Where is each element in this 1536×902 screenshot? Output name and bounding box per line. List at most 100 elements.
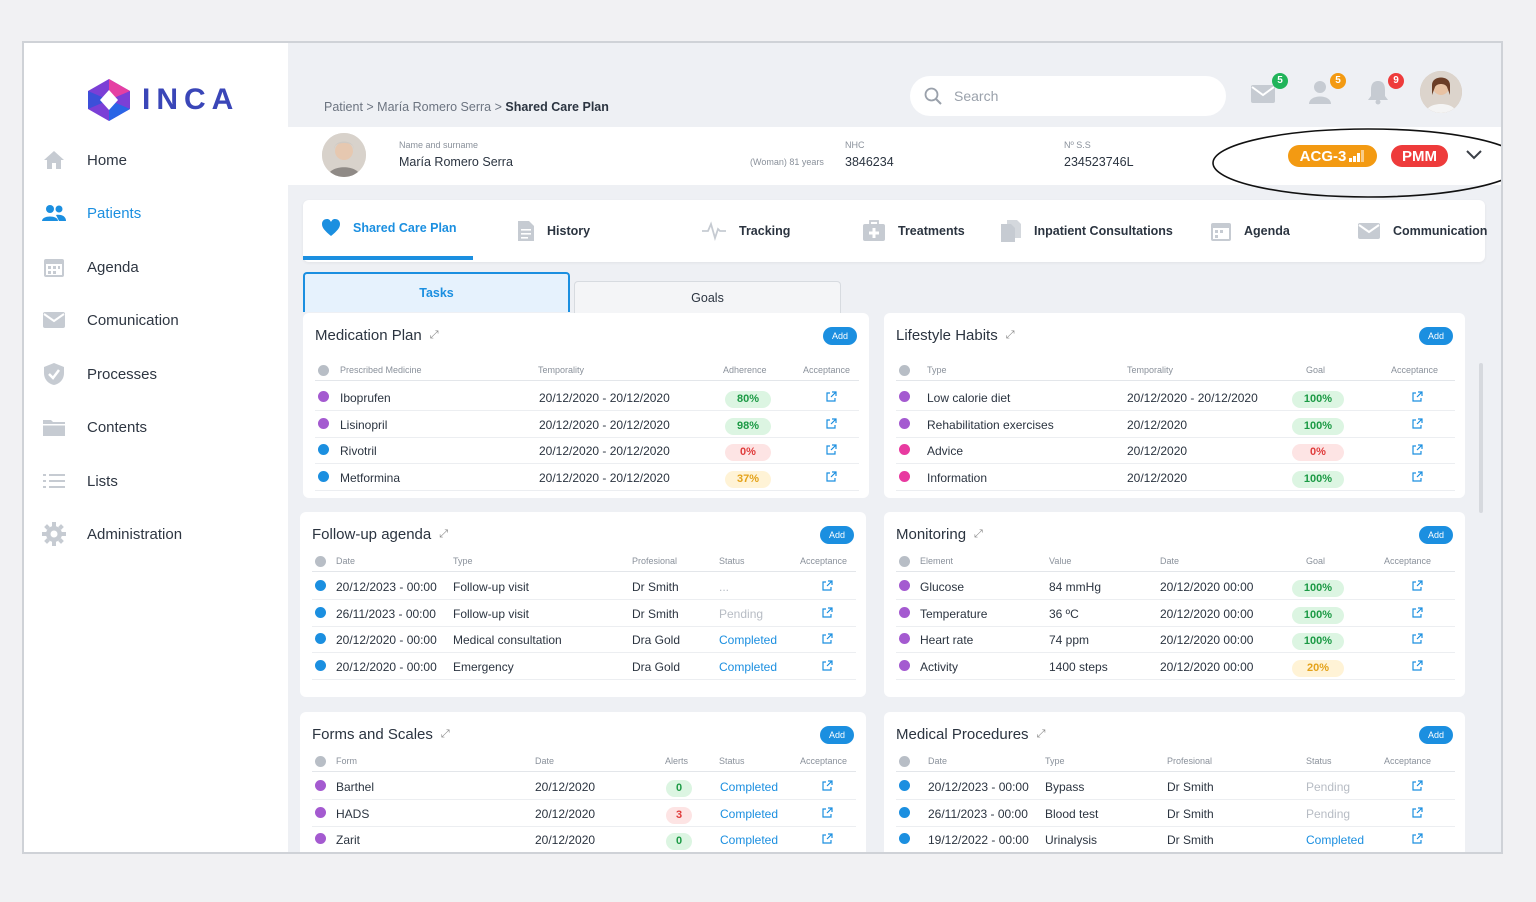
table-row: Lisinopril 20/12/2020 - 20/12/2020 98%	[315, 411, 859, 438]
home-icon	[40, 148, 68, 172]
add-button[interactable]: Add	[1419, 327, 1453, 345]
expand-icon[interactable]: ⤢	[429, 329, 439, 341]
open-external-icon[interactable]	[1411, 418, 1423, 430]
name-label: Name and surname	[399, 140, 479, 150]
goal-pill: 100%	[1292, 633, 1344, 651]
medkit-icon	[863, 220, 885, 241]
goal-pill: 100%	[1292, 606, 1344, 624]
patient-avatar	[322, 133, 366, 177]
column-header: Goal	[1306, 365, 1326, 375]
table-row: Rehabilitation exercises 20/12/2020 100%	[896, 411, 1455, 438]
open-external-icon[interactable]	[1411, 607, 1423, 619]
open-external-icon[interactable]	[821, 580, 833, 592]
open-external-icon[interactable]	[1411, 633, 1423, 645]
nhc-label: NHC	[845, 140, 865, 150]
sidebar-item-agenda[interactable]: Agenda	[40, 252, 139, 282]
sidebar-item-lists[interactable]: Lists	[40, 466, 118, 496]
status-text: ...	[719, 580, 730, 594]
habit-type: Rehabilitation exercises	[927, 417, 1054, 432]
add-button[interactable]: Add	[1419, 726, 1453, 744]
subtab-label: Goals	[691, 290, 724, 305]
breadcrumb-patient[interactable]: Patient	[324, 100, 363, 114]
tab-agenda[interactable]: Agenda	[1210, 200, 1290, 262]
tab-shared-care-plan[interactable]: Shared Care Plan	[303, 200, 473, 260]
tab-treatments[interactable]: Treatments	[862, 200, 965, 262]
sidebar-item-label: Home	[87, 151, 128, 169]
open-external-icon[interactable]	[825, 444, 837, 456]
pmm-chip[interactable]: PMM	[1391, 145, 1448, 167]
sidebar-item-home[interactable]: Home	[40, 145, 127, 175]
sidebar-item-contents[interactable]: Contents	[40, 412, 147, 442]
messages-button[interactable]: 5	[1250, 73, 1288, 109]
open-external-icon[interactable]	[821, 833, 833, 845]
open-external-icon[interactable]	[825, 471, 837, 483]
medicine-name: Lisinopril	[340, 417, 388, 432]
user-avatar[interactable]	[1420, 71, 1462, 113]
goal-pill: 0%	[1292, 444, 1344, 462]
sidebar-item-patients[interactable]: Patients	[40, 198, 141, 228]
expand-icon[interactable]: ⤢	[1036, 728, 1046, 740]
open-external-icon[interactable]	[825, 391, 837, 403]
tab-tracking[interactable]: Tracking	[701, 200, 790, 262]
open-external-icon[interactable]	[1411, 471, 1423, 483]
pmm-label: PMM	[1402, 147, 1437, 165]
patient-meta: (Woman) 81 years	[750, 157, 824, 167]
breadcrumb-patient-name[interactable]: María Romero Serra	[377, 100, 492, 114]
column-header: Adherence	[723, 365, 767, 375]
add-button[interactable]: Add	[1419, 526, 1453, 544]
open-external-icon[interactable]	[1411, 580, 1423, 592]
open-external-icon[interactable]	[821, 633, 833, 645]
sidebar-item-comunication[interactable]: Comunication	[40, 305, 179, 335]
tab-inpatient-consultations[interactable]: Inpatient Consultations	[1000, 200, 1173, 262]
open-external-icon[interactable]	[1411, 444, 1423, 456]
open-external-icon[interactable]	[821, 660, 833, 672]
sidebar-item-processes[interactable]: Processes	[40, 359, 157, 389]
open-external-icon[interactable]	[1411, 833, 1423, 845]
category-dot	[315, 580, 326, 591]
expand-icon[interactable]: ⤢	[439, 528, 449, 540]
add-button[interactable]: Add	[820, 526, 854, 544]
monitoring-title: Monitoring	[896, 526, 967, 543]
expand-icon[interactable]: ⤢	[1005, 329, 1015, 341]
messages-badge: 5	[1272, 73, 1288, 89]
inca-logo[interactable]: INCA	[84, 77, 239, 123]
table-row: Information 20/12/2020 100%	[896, 464, 1455, 492]
open-external-icon[interactable]	[825, 418, 837, 430]
acg-chip[interactable]: ACG-3	[1288, 145, 1377, 167]
procedure-date: 26/11/2023 - 00:00	[928, 806, 1028, 821]
tab-history[interactable]: History	[517, 200, 590, 262]
forms-and-scales-title: Forms and Scales	[312, 726, 433, 743]
acg-label: ACG-3	[1299, 147, 1347, 165]
subtab-tasks[interactable]: Tasks	[303, 272, 570, 312]
open-external-icon[interactable]	[821, 607, 833, 619]
sidebar-item-administration[interactable]: Administration	[40, 519, 182, 549]
open-external-icon[interactable]	[1411, 807, 1423, 819]
medicine-name: Metformina	[340, 471, 401, 486]
category-dot	[899, 633, 910, 645]
tab-communication[interactable]: Communication	[1357, 200, 1487, 262]
table-row: 26/11/2023 - 00:00 Follow-up visit Dr Smit…	[312, 600, 856, 627]
open-external-icon[interactable]	[1411, 391, 1423, 403]
add-button[interactable]: Add	[823, 327, 857, 345]
table-row: Rivotril 20/12/2020 - 20/12/2020 0%	[315, 437, 859, 465]
alerts-button[interactable]: 9	[1366, 73, 1404, 109]
status-text: Pending	[719, 606, 764, 621]
expand-icon[interactable]: ⤢	[440, 728, 450, 740]
subtab-goals[interactable]: Goals	[574, 281, 841, 313]
open-external-icon[interactable]	[821, 780, 833, 792]
expand-icon[interactable]: ⤢	[974, 528, 983, 540]
table-row: 19/12/2022 - 00:00 Urinalysis Dr Smith Comp…	[896, 826, 1455, 852]
form-name: Zarit	[336, 833, 360, 848]
open-external-icon[interactable]	[1411, 660, 1423, 672]
chevron-down-icon[interactable]	[1465, 149, 1483, 161]
table-row: Advice 20/12/2020 0%	[896, 437, 1455, 465]
add-button[interactable]: Add	[820, 726, 854, 744]
form-date: 20/12/2020	[535, 806, 596, 821]
users-button[interactable]: 5	[1308, 73, 1346, 109]
scrollbar[interactable]	[1479, 363, 1483, 513]
open-external-icon[interactable]	[1411, 780, 1423, 792]
open-external-icon[interactable]	[821, 807, 833, 819]
professional: Dr Smith	[632, 580, 679, 594]
search-input[interactable]: Search	[910, 76, 1226, 116]
category-dot	[315, 780, 326, 791]
